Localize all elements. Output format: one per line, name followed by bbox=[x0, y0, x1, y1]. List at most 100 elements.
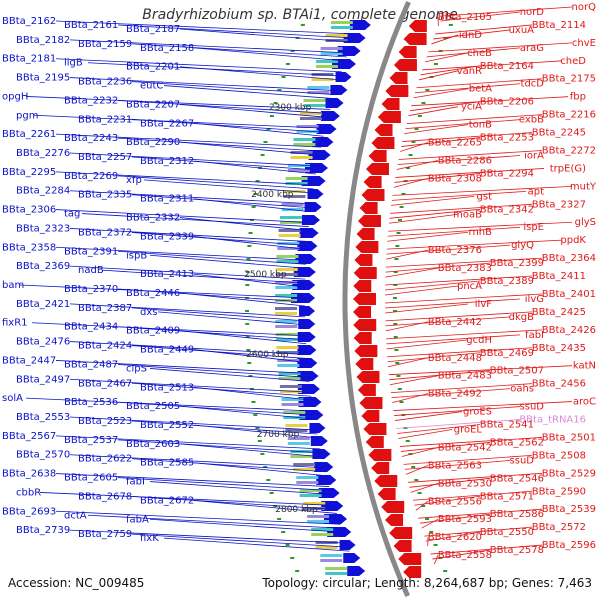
leader-line-right bbox=[391, 388, 511, 399]
leader-line-left bbox=[55, 435, 321, 450]
gene-label-left: BBta_2449 bbox=[140, 345, 194, 356]
gene-label-left: clpS bbox=[126, 363, 147, 374]
gene-label-left: BBta_2312 bbox=[140, 156, 194, 167]
gene-label-left: BBta_2552 bbox=[140, 420, 194, 431]
gene-label-right: exbB bbox=[519, 115, 544, 126]
gene-label-left: BBta_2537 bbox=[64, 435, 118, 446]
leader-line-left bbox=[131, 307, 306, 322]
leader-line-right bbox=[384, 285, 459, 296]
leader-line-right bbox=[393, 401, 573, 411]
tick-mark bbox=[399, 401, 404, 403]
gene-label-left: BBta_2487 bbox=[64, 359, 118, 370]
leader-line-right bbox=[431, 34, 459, 45]
feature-stripe bbox=[287, 169, 310, 172]
leader-line-left bbox=[193, 236, 307, 250]
tick-mark bbox=[425, 518, 430, 520]
leader-line-left bbox=[131, 43, 347, 58]
gene-label-right: BBta_2435 bbox=[532, 343, 586, 354]
gene-label-right: gcdH bbox=[466, 335, 492, 346]
leader-line-right bbox=[428, 42, 573, 53]
leader-line-right bbox=[405, 465, 429, 475]
gene-label-left: BBta_2567 bbox=[2, 431, 56, 442]
gene-label-left: BBta_2369 bbox=[16, 261, 70, 272]
feature-stripe bbox=[303, 502, 326, 505]
feature-stripe bbox=[275, 268, 298, 271]
feature-stripe bbox=[311, 78, 334, 81]
gene-label-right: apt bbox=[528, 186, 544, 197]
feature-stripe bbox=[290, 156, 313, 159]
leader-line-left bbox=[69, 265, 306, 280]
feature-stripe bbox=[307, 520, 330, 523]
feature-stripe bbox=[293, 138, 316, 141]
gene-label-left: opgH bbox=[2, 91, 28, 102]
leader-line-left bbox=[179, 405, 315, 420]
gene-label-left: BBta_2622 bbox=[78, 454, 132, 465]
reverse-gene-arrow bbox=[356, 228, 375, 240]
gene-label-left: BBta_2358 bbox=[2, 242, 56, 253]
scale-label: 2600 kbp bbox=[246, 350, 289, 360]
feature-stripe bbox=[275, 338, 298, 341]
gene-label-right: BBta_2541 bbox=[480, 420, 534, 431]
gene-label-left: BBta_2332 bbox=[126, 213, 180, 224]
gene-label-left: BBta_2447 bbox=[2, 355, 56, 366]
tick-mark bbox=[247, 245, 252, 247]
gene-label-right: BBta_2383 bbox=[438, 263, 492, 274]
gene-label-right: vanR bbox=[457, 66, 482, 77]
leader-line-left bbox=[117, 364, 310, 378]
gene-label-right: BBta_2364 bbox=[542, 253, 596, 264]
forward-gene-arrow bbox=[314, 462, 334, 472]
leader-line-right bbox=[387, 231, 469, 242]
gene-label-left: nadB bbox=[78, 265, 104, 276]
tick-mark bbox=[393, 323, 398, 325]
tick-mark bbox=[405, 167, 410, 169]
leader-line-left bbox=[55, 510, 341, 525]
gene-label-left: fixK bbox=[140, 533, 159, 544]
gene-label-left: BBta_2372 bbox=[78, 227, 132, 238]
feature-stripe bbox=[276, 346, 299, 349]
leader-line-right bbox=[418, 508, 543, 519]
gene-label-left: BBta_2257 bbox=[78, 152, 132, 163]
leader-line-left bbox=[101, 269, 306, 284]
tick-mark bbox=[266, 479, 271, 481]
reverse-gene-arrow bbox=[359, 202, 378, 214]
gene-label-right: BBta_2272 bbox=[542, 145, 596, 156]
gene-label-left: BBta_2159 bbox=[78, 39, 132, 50]
gene-label-right: norD bbox=[520, 7, 545, 18]
feature-stripe bbox=[276, 260, 299, 263]
leader-line-left bbox=[131, 458, 326, 473]
gene-label-right: oahs bbox=[510, 384, 534, 395]
reverse-gene-arrow bbox=[403, 33, 427, 45]
leader-line-right bbox=[387, 226, 521, 237]
feature-stripe bbox=[279, 221, 302, 224]
feature-stripe bbox=[325, 34, 348, 37]
feature-stripe bbox=[299, 112, 322, 115]
leader-line-right bbox=[385, 321, 429, 332]
leader-line-left bbox=[117, 401, 315, 416]
leader-line-left bbox=[69, 152, 318, 167]
tick-mark bbox=[421, 102, 426, 104]
leader-line-right bbox=[406, 114, 543, 125]
forward-gene-arrow bbox=[299, 306, 316, 316]
gene-label-left: BBta_2434 bbox=[64, 322, 118, 333]
leader-line-right bbox=[391, 190, 527, 201]
gene-label-right: tonB bbox=[469, 120, 492, 131]
reverse-gene-arrow bbox=[398, 553, 422, 565]
leader-line-right bbox=[388, 365, 573, 376]
gene-label-right: BBta_2114 bbox=[532, 20, 586, 31]
leader-line-right bbox=[396, 160, 439, 170]
gene-label-right: BBta_2425 bbox=[532, 307, 586, 318]
tick-mark bbox=[281, 531, 286, 533]
gene-label-left: dctA bbox=[64, 510, 87, 521]
gene-label-left: BBta_2231 bbox=[78, 114, 132, 125]
gene-label-left: fabA bbox=[126, 514, 149, 525]
gene-label-left: BBta_2290 bbox=[126, 137, 180, 148]
feature-stripe bbox=[278, 372, 301, 375]
leader-line-left bbox=[117, 326, 307, 341]
leader-line-right bbox=[394, 406, 521, 416]
gene-label-right: glyQ bbox=[511, 240, 534, 251]
leader-line-left bbox=[33, 114, 326, 129]
backbone-arc bbox=[342, 0, 411, 597]
forward-gene-arrow bbox=[316, 124, 337, 134]
gene-label-left: BBta_2476 bbox=[16, 337, 70, 348]
leader-line-right bbox=[400, 142, 429, 152]
